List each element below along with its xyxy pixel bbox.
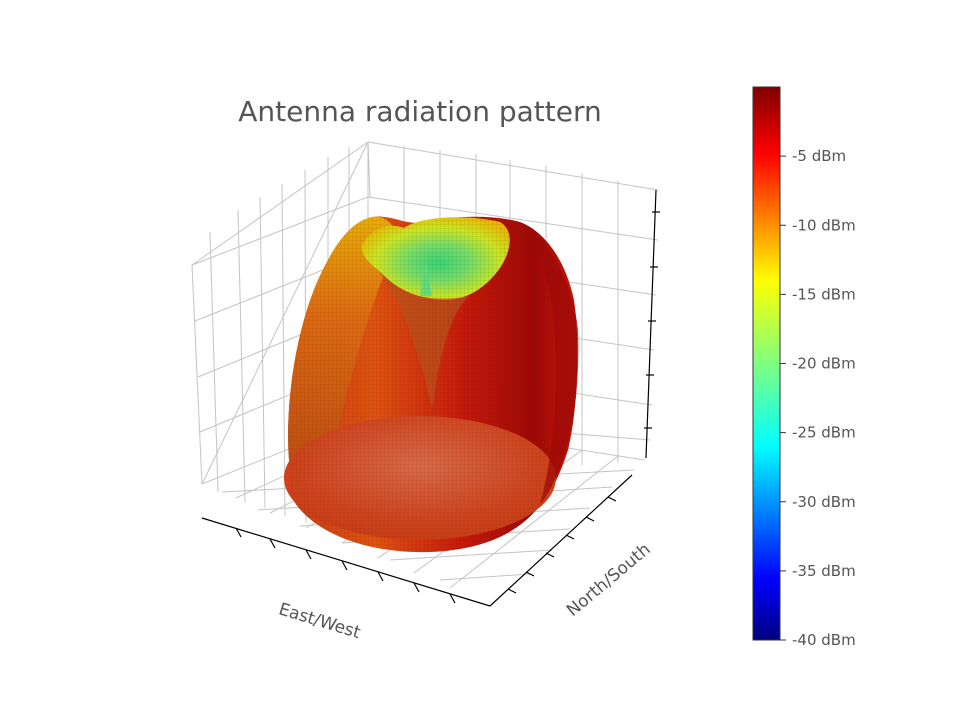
x-axis <box>201 517 491 607</box>
y-axis-label: North/South <box>563 540 655 621</box>
colorbar-tick-label: -20 dBm <box>792 355 856 373</box>
colorbar-ticks: -5 dBm -10 dBm -15 dBm -20 dBm -25 dBm -30 dB… <box>780 147 856 649</box>
surface-mesh <box>288 216 578 553</box>
colorbar-gradient <box>752 86 781 641</box>
x-axis-label: East/West <box>276 599 363 643</box>
chart-title: Antenna radiation pattern <box>238 95 601 128</box>
z-axis <box>644 189 660 459</box>
colorbar-tick-label: -40 dBm <box>792 631 856 649</box>
radiation-surface <box>284 216 579 553</box>
colorbar-tick-label: -30 dBm <box>792 493 856 511</box>
colorbar-tick-label: -10 dBm <box>792 216 856 234</box>
colorbar-tick-label: -5 dBm <box>792 147 846 165</box>
colorbar-tick-label: -15 dBm <box>792 285 856 303</box>
colorbar-tick-label: -35 dBm <box>792 562 856 580</box>
colorbar: -5 dBm -10 dBm -15 dBm -20 dBm -25 dBm -30 dB… <box>752 86 856 649</box>
colorbar-tick-label: -25 dBm <box>792 424 856 442</box>
y-axis <box>489 474 633 607</box>
